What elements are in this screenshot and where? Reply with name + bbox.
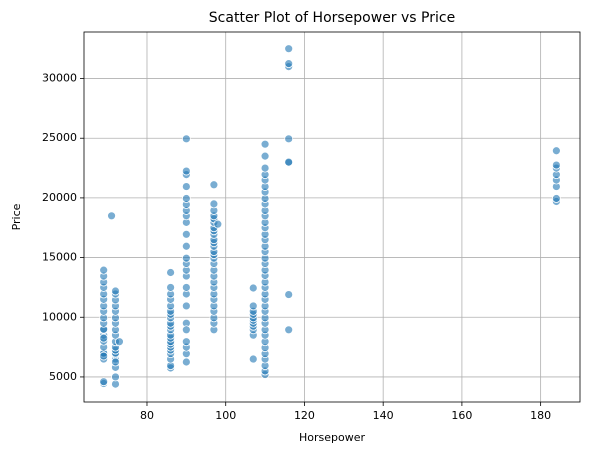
point [181, 301, 191, 311]
point [260, 139, 270, 149]
y-tick-label: 10000 [42, 310, 77, 323]
point [181, 134, 191, 144]
point [111, 372, 120, 382]
point [111, 357, 120, 367]
point [99, 377, 109, 387]
chart-title: Scatter Plot of Horsepower vs Price [209, 10, 455, 26]
point [209, 180, 219, 190]
point [551, 160, 561, 170]
x-tick-label: 180 [530, 409, 551, 422]
point [248, 354, 258, 364]
y-tick-label: 15000 [42, 251, 77, 264]
point [181, 337, 191, 347]
point [284, 59, 294, 69]
point [166, 283, 176, 292]
point [115, 337, 124, 347]
y-tick-label: 30000 [42, 72, 77, 85]
point [284, 44, 294, 54]
point [181, 194, 191, 203]
point [284, 157, 294, 167]
y-tick-label: 20000 [42, 191, 77, 204]
x-tick-label: 160 [451, 409, 472, 422]
point [181, 325, 191, 335]
point [166, 268, 176, 277]
point [99, 351, 109, 361]
point [213, 219, 223, 229]
point [181, 166, 191, 176]
point [181, 241, 191, 251]
y-tick-label: 25000 [42, 131, 77, 144]
point [181, 283, 191, 292]
point [209, 199, 219, 209]
point [248, 283, 258, 293]
point [181, 357, 191, 367]
y-axis-label: Price [10, 203, 23, 230]
point [99, 333, 109, 343]
point [284, 325, 294, 335]
point [107, 211, 116, 221]
point [551, 146, 561, 156]
y-tick-label: 5000 [49, 370, 77, 383]
point [99, 265, 109, 275]
point [551, 194, 561, 203]
point [260, 151, 270, 161]
point [284, 134, 294, 144]
point [260, 163, 270, 173]
x-tick-label: 120 [294, 409, 315, 422]
x-tick-label: 100 [215, 409, 236, 422]
point [248, 301, 258, 311]
x-tick-label: 80 [140, 409, 154, 422]
x-tick-label: 140 [373, 409, 394, 422]
point [181, 229, 191, 239]
point [181, 182, 191, 191]
point [111, 286, 120, 296]
plot-frame [83, 31, 581, 403]
point [284, 290, 294, 299]
point [181, 253, 191, 263]
x-axis-label: Horsepower [299, 431, 365, 444]
